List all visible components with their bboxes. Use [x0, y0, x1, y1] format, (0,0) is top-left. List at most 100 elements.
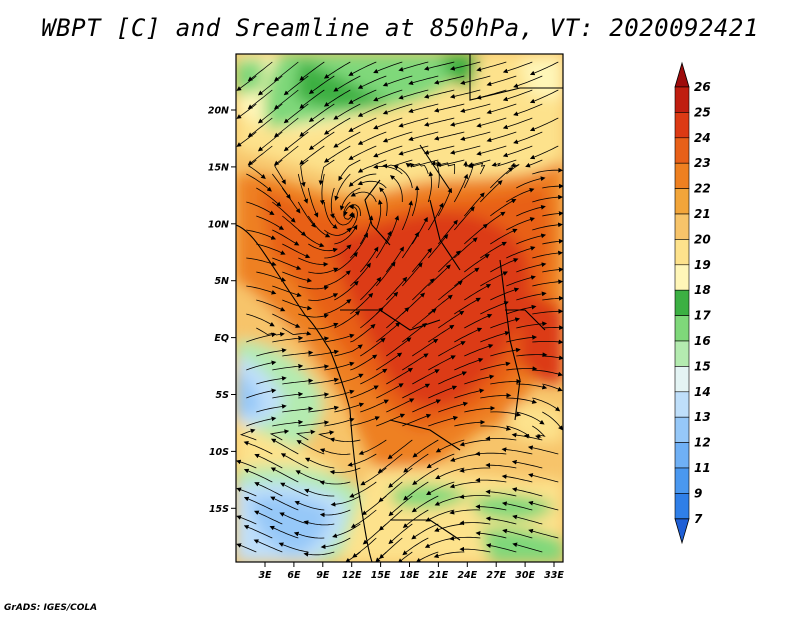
lon-tick-label: 30E — [515, 570, 535, 581]
streamline — [348, 89, 377, 104]
streamline — [449, 117, 481, 127]
streamline — [532, 194, 563, 203]
streamline — [360, 276, 382, 301]
streamline — [516, 291, 547, 301]
streamline — [506, 275, 536, 287]
streamline — [532, 279, 563, 287]
colorbar-swatch — [674, 264, 690, 291]
map-frame — [235, 53, 564, 563]
streamline — [428, 415, 459, 427]
streamline — [324, 333, 355, 343]
streamline — [480, 180, 503, 203]
streamline — [324, 361, 355, 371]
streamline — [303, 520, 335, 526]
streamline — [411, 495, 439, 513]
streamline — [427, 202, 444, 231]
streamline — [246, 313, 275, 327]
streamline — [438, 341, 466, 357]
streamline — [282, 271, 313, 283]
streamline — [475, 504, 507, 511]
lat-tick-label: 15S — [209, 504, 229, 515]
streamline — [338, 159, 361, 182]
streamline — [460, 75, 491, 85]
streamline — [300, 159, 309, 188]
streamline — [272, 229, 300, 246]
streamline — [453, 206, 475, 231]
streamline — [357, 180, 387, 189]
streamline — [350, 323, 376, 343]
streamline — [454, 388, 485, 399]
lat-tick-label: 10S — [209, 447, 229, 458]
streamline — [270, 438, 299, 455]
streamline — [360, 337, 386, 357]
streamline — [506, 366, 538, 372]
streamline — [324, 244, 352, 259]
streamline — [373, 61, 403, 74]
streamline — [428, 385, 458, 399]
streamline — [480, 361, 511, 371]
streamline — [490, 347, 521, 357]
streamline — [506, 246, 536, 259]
streamline — [298, 420, 330, 427]
streamline — [387, 439, 413, 460]
streamline — [298, 336, 330, 343]
streamline — [412, 308, 437, 329]
streamline — [513, 131, 543, 144]
streamline — [382, 103, 413, 115]
streamline — [423, 117, 455, 127]
streamline — [491, 159, 517, 167]
streamline — [256, 271, 287, 282]
streamline — [542, 238, 563, 245]
streamline-field — [236, 61, 563, 562]
streamline — [426, 481, 455, 495]
streamline — [485, 489, 517, 497]
streamline — [330, 495, 361, 507]
lat-tick-label: 15N — [208, 162, 229, 173]
streamline — [379, 187, 388, 217]
colorbar-label: 26 — [694, 80, 711, 94]
streamline — [433, 103, 465, 113]
streamline — [334, 402, 365, 413]
streamline — [427, 171, 434, 203]
streamline — [334, 280, 359, 301]
streamline — [532, 425, 546, 440]
streamline — [324, 389, 355, 399]
streamline — [403, 453, 429, 473]
streamline — [334, 344, 363, 357]
streamline — [283, 131, 309, 152]
streamline — [402, 353, 429, 371]
lon-tick-label: 12E — [342, 570, 362, 581]
streamline — [243, 525, 273, 539]
streamline — [542, 411, 563, 431]
streamline — [247, 145, 273, 166]
streamline — [438, 250, 461, 273]
streamline — [532, 397, 561, 412]
streamline — [350, 292, 374, 315]
streamline — [320, 537, 351, 550]
streamline — [308, 75, 335, 95]
streamline — [373, 164, 403, 175]
streamline — [501, 447, 533, 455]
streamline — [438, 280, 463, 301]
streamline — [246, 229, 277, 240]
streamline — [293, 531, 325, 539]
wbpt-shaded-field — [236, 54, 563, 562]
streamline — [349, 481, 377, 498]
streamline — [324, 299, 352, 315]
streamline — [525, 159, 543, 168]
streamline — [527, 445, 559, 455]
colorbar-label: 11 — [694, 461, 711, 475]
colorbar-swatch — [674, 467, 690, 494]
streamline — [334, 224, 358, 245]
streamline — [542, 295, 563, 301]
streamline — [438, 310, 465, 329]
streamline — [382, 159, 413, 169]
streamline — [299, 117, 325, 137]
streamline — [398, 117, 429, 128]
streamline — [438, 401, 469, 413]
streamline — [542, 383, 563, 392]
streamline — [459, 546, 491, 553]
streamline — [323, 145, 351, 163]
streamline — [398, 61, 429, 72]
streamline — [236, 103, 257, 119]
